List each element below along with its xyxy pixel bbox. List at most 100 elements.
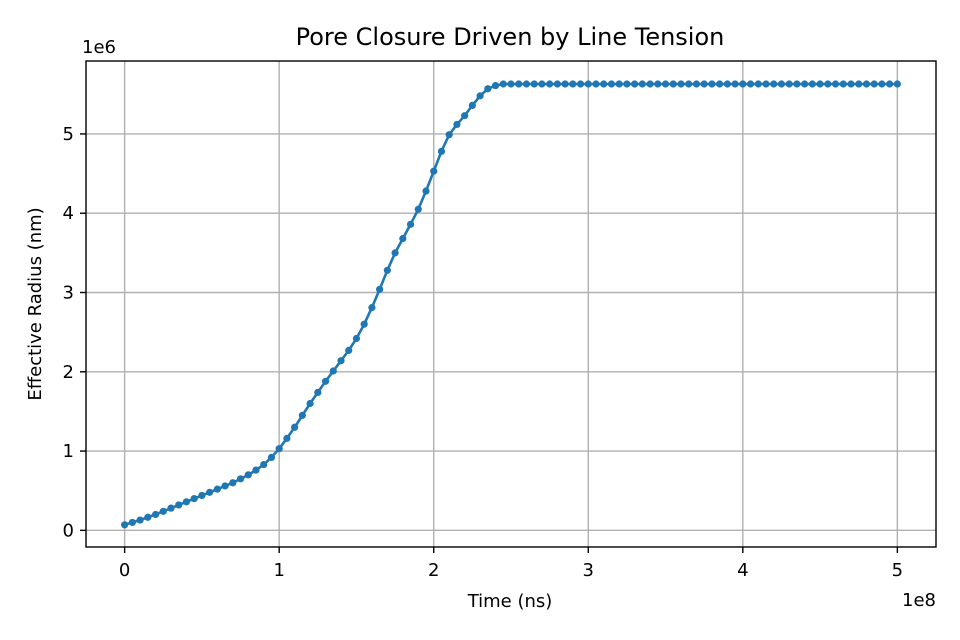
data-point [855,80,863,88]
data-point [638,80,646,88]
data-point [600,80,608,88]
grid [86,61,936,547]
y-axis-label: Effective Radius (nm) [25,207,46,400]
data-point [283,434,291,442]
y-tick-label: 0 [63,520,74,541]
data-point [461,112,469,120]
data-point [182,498,191,506]
data-point [723,80,731,88]
data-point [136,516,144,524]
data-point [754,80,762,88]
data-point [198,491,206,500]
data-point [260,460,268,469]
data-point [623,80,631,88]
data-point [213,485,221,493]
data-point [700,80,708,88]
data-point [151,510,160,519]
data-point [592,80,600,88]
data-point [553,80,561,88]
data-point [321,377,330,385]
data-point [275,445,283,453]
data-point [530,80,538,88]
data-point [345,346,353,354]
data-point [376,285,384,293]
data-point [847,80,855,88]
data-point [190,495,198,503]
data-point [584,80,592,88]
data-point [862,80,871,88]
data-point [731,80,739,88]
x-tick-label: 1 [273,560,284,581]
data-point [607,80,616,88]
data-point [515,80,523,88]
data-point [538,80,546,88]
y-tick-label: 5 [63,124,74,145]
data-point [159,507,167,515]
data-point [685,80,693,88]
x-tick-label: 5 [892,560,903,581]
data-point [414,205,422,213]
data-point [716,80,724,88]
data-point [677,80,685,88]
data-point [661,80,670,88]
data-point [337,357,345,365]
data-point [267,453,276,462]
data-point [615,80,623,88]
data-point [306,399,314,408]
data-point [785,80,793,88]
data-point [175,501,183,509]
data-point [739,80,747,88]
y-tick-label: 1 [63,441,74,462]
data-point [144,513,152,521]
ticks: 0 1 2 3 4 5 0 1 2 3 4 5 [63,124,904,581]
data-point [839,80,847,88]
data-point [646,80,654,88]
data-point [352,334,361,343]
data-point [777,80,786,88]
data-point [453,120,461,129]
data-point [522,80,531,88]
data-point [236,475,245,483]
data-point [793,80,801,88]
x-tick-label: 2 [428,560,439,581]
data-point [399,234,407,243]
data-point [229,479,237,487]
data-point [692,80,701,88]
data-point [484,85,492,93]
x-axis-label: Time (ns) [467,591,553,612]
data-point [206,488,214,496]
data-point [576,80,585,88]
data-point [468,101,476,109]
data-point [654,80,662,88]
y-tick-label: 3 [63,283,74,304]
series-layer [121,80,901,529]
data-point [298,411,306,419]
data-point [368,303,376,312]
chart-title: Pore Closure Driven by Line Tension [296,23,725,51]
data-point [221,482,229,490]
data-point [824,80,832,88]
data-point [430,167,438,175]
x-offset-text: 1e8 [902,590,936,611]
series-line [124,82,898,527]
y-offset-text: 1e6 [82,37,116,58]
data-point [669,80,677,88]
data-point [561,80,569,88]
data-point [445,131,453,139]
data-point [360,320,368,328]
data-point [499,80,507,88]
data-point [383,266,391,274]
data-point [507,80,515,88]
data-point [437,147,446,155]
data-point [491,81,500,90]
data-point [870,80,878,88]
data-point [476,92,484,100]
data-point [886,80,894,88]
data-point [391,249,399,257]
data-point [167,504,175,512]
x-tick-label: 0 [119,560,130,581]
data-point [252,466,260,474]
plot-frame [85,60,937,548]
y-tick-label: 2 [63,362,74,383]
data-point [762,80,770,88]
